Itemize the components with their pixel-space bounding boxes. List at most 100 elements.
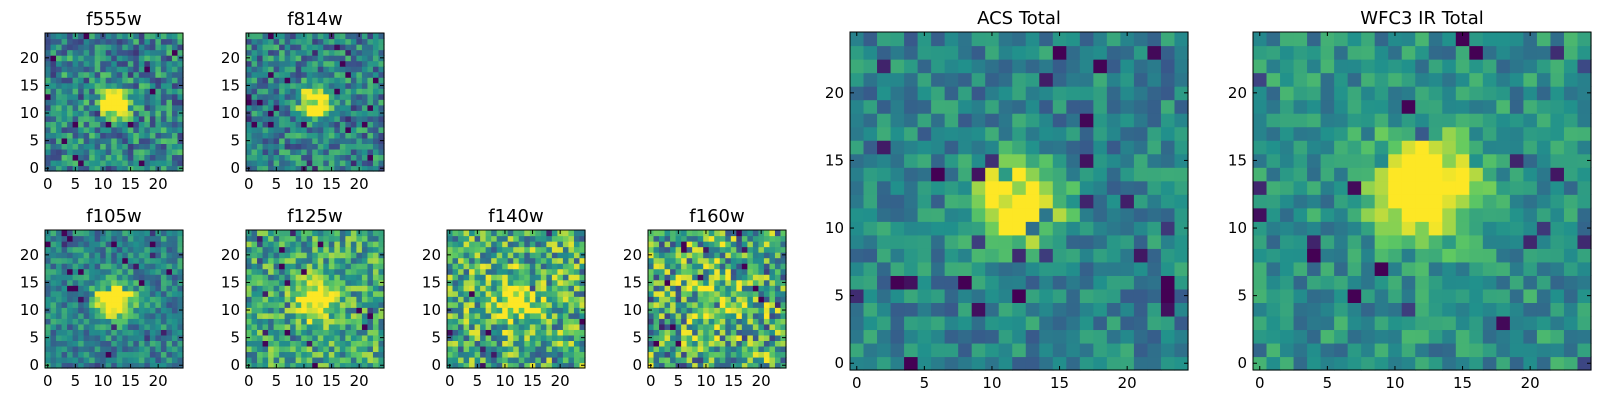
heatmap-cell xyxy=(155,99,162,106)
heatmap-cell xyxy=(1160,315,1176,331)
heatmap-cell xyxy=(469,230,476,237)
heatmap-cell xyxy=(111,77,118,84)
heatmap-cell xyxy=(367,126,374,133)
heatmap-cell xyxy=(312,60,319,67)
heatmap-cell xyxy=(491,235,498,242)
heatmap-cell xyxy=(301,104,308,111)
heatmap-cell xyxy=(361,235,369,242)
heatmap-cell xyxy=(67,60,74,67)
heatmap-cell xyxy=(284,148,291,156)
heatmap-cell xyxy=(1093,140,1108,155)
heatmap-cell xyxy=(111,60,118,67)
heatmap-cell xyxy=(1563,234,1579,249)
heatmap-cell xyxy=(290,318,297,325)
heatmap-cell xyxy=(262,115,269,122)
heatmap-cell xyxy=(246,285,253,292)
heatmap-cell xyxy=(480,323,487,330)
heatmap-cell xyxy=(89,268,96,275)
y-tick-label: 10 xyxy=(825,219,844,237)
heatmap-cell xyxy=(1361,221,1376,236)
heatmap-cell xyxy=(458,334,465,341)
heatmap-cell xyxy=(83,268,90,275)
heatmap-cell xyxy=(246,121,253,128)
heatmap-cell xyxy=(747,263,754,270)
heatmap-cell xyxy=(1174,207,1189,222)
heatmap-cell xyxy=(273,241,280,248)
heatmap-cell xyxy=(1509,288,1524,303)
heatmap-cell xyxy=(1320,315,1335,331)
heatmap-cell xyxy=(61,44,68,51)
heatmap-cell xyxy=(306,71,313,78)
heatmap-cell xyxy=(730,356,737,364)
heatmap-cell xyxy=(1039,194,1054,209)
heatmap-cell xyxy=(306,88,313,95)
heatmap-cell xyxy=(345,55,352,62)
heatmap-cell xyxy=(257,148,264,156)
heatmap-cell xyxy=(1120,207,1135,222)
heatmap-cell xyxy=(61,93,68,100)
heatmap-cell xyxy=(290,230,297,237)
heatmap-cell xyxy=(149,241,156,248)
heatmap-cell xyxy=(356,296,363,303)
heatmap-cell xyxy=(568,230,575,237)
heatmap-cell xyxy=(1025,261,1040,276)
heatmap-cell xyxy=(67,148,74,156)
heatmap-cell xyxy=(350,126,357,133)
heatmap-cell xyxy=(659,285,666,292)
heatmap-cell xyxy=(507,340,514,347)
heatmap-cell xyxy=(863,288,878,303)
heatmap-cell xyxy=(714,235,721,242)
heatmap-cell xyxy=(350,246,357,253)
heatmap-cell xyxy=(111,268,118,275)
heatmap-cell xyxy=(653,263,660,270)
heatmap-cell xyxy=(507,279,514,286)
heatmap-cell xyxy=(763,241,771,248)
heatmap-cell xyxy=(1147,32,1162,47)
heatmap-cell xyxy=(312,230,319,237)
heatmap-cell xyxy=(447,340,454,347)
heatmap-cell xyxy=(958,356,973,371)
heatmap-cell xyxy=(769,323,776,330)
heatmap-cell xyxy=(1052,221,1067,236)
heatmap-cell xyxy=(686,257,693,264)
heatmap-cell xyxy=(345,296,352,303)
heatmap-cell xyxy=(323,44,330,51)
heatmap-cell xyxy=(774,334,782,341)
heatmap-cell xyxy=(45,296,52,303)
heatmap-cell xyxy=(144,104,151,111)
heatmap-cell xyxy=(1320,261,1335,276)
heatmap-cell xyxy=(306,356,313,364)
heatmap-cell xyxy=(339,279,346,286)
heatmap-cell xyxy=(730,340,737,347)
heatmap-cell xyxy=(452,340,459,347)
heatmap-cell xyxy=(67,49,74,56)
heatmap-cell xyxy=(551,296,558,303)
heatmap-cell xyxy=(1347,194,1362,209)
heatmap-cell xyxy=(339,148,346,156)
heatmap-cell xyxy=(133,165,140,172)
heatmap-cell xyxy=(1120,342,1135,358)
heatmap-cell xyxy=(273,132,280,139)
heatmap-cell xyxy=(780,235,787,242)
heatmap-cell xyxy=(100,60,107,67)
heatmap-cell xyxy=(1120,261,1135,276)
heatmap-cell xyxy=(312,356,319,364)
heatmap-cell xyxy=(697,285,704,292)
heatmap-cell xyxy=(295,285,302,292)
heatmap-cell xyxy=(725,362,732,369)
heatmap-cell xyxy=(251,230,258,237)
heatmap-cell xyxy=(518,235,525,242)
heatmap-cell xyxy=(1066,261,1081,276)
heatmap-cell xyxy=(1266,315,1281,331)
heatmap-cell xyxy=(301,285,308,292)
heatmap-cell xyxy=(284,38,291,45)
heatmap-cell xyxy=(279,246,286,253)
heatmap-cell xyxy=(268,77,275,84)
heatmap-cell xyxy=(171,323,179,330)
heatmap-cell xyxy=(1428,261,1443,276)
heatmap-cell xyxy=(67,137,74,144)
heatmap-cell xyxy=(1509,180,1524,195)
heatmap-cell xyxy=(1320,180,1335,195)
heatmap-cell xyxy=(138,301,145,308)
